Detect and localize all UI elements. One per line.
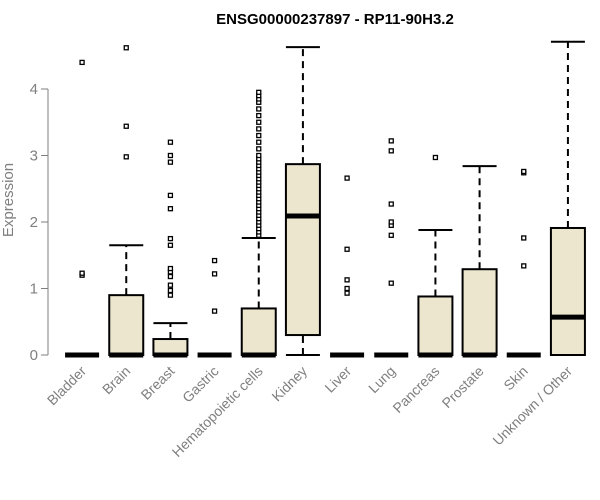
box-group-hematopoietic-cells: [240, 89, 277, 358]
outlier-point: [432, 154, 439, 161]
outlier-point: [256, 132, 262, 139]
outlier-point: [167, 139, 174, 145]
x-tick-label: Brain: [99, 363, 133, 397]
outlier-point: [123, 123, 129, 129]
x-tick-label: Liver: [321, 363, 354, 396]
outlier-point: [167, 242, 174, 248]
outlier-point: [167, 292, 174, 298]
box-group-lung: [374, 138, 409, 358]
outlier-point: [79, 270, 85, 276]
outlier-point: [167, 265, 174, 272]
outlier-point: [388, 201, 394, 207]
outlier-point: [211, 257, 218, 264]
outlier-point: [344, 246, 350, 252]
outlier-point: [167, 192, 174, 199]
outlier-point: [79, 59, 85, 66]
outlier-point: [521, 263, 527, 269]
outlier-point: [521, 168, 527, 175]
box: [284, 163, 321, 337]
outlier-point: [211, 308, 218, 314]
outlier-point: [167, 273, 174, 280]
outlier-point: [344, 277, 350, 283]
x-tick-label: Kidney: [268, 363, 310, 405]
boxes-layer: [65, 40, 586, 358]
x-tick-label: Breast: [138, 363, 178, 403]
y-axis: 0 1 2 3 4: [30, 81, 49, 364]
x-tick-label: Gastric: [179, 363, 222, 406]
outlier-point: [388, 148, 394, 154]
box: [240, 307, 277, 357]
outlier-point: [256, 152, 262, 159]
outlier-point: [167, 282, 174, 288]
outlier-point: [256, 126, 262, 132]
outlier-point: [211, 271, 218, 277]
outlier-point: [521, 235, 527, 241]
outlier-point: [167, 152, 174, 159]
outlier-point: [388, 280, 394, 286]
outlier-point: [344, 285, 350, 292]
y-tick-label: 1: [30, 281, 38, 298]
outlier-point: [388, 232, 394, 238]
outlier-point: [256, 112, 262, 119]
box-group-pancreas: [417, 154, 454, 358]
y-tick-label: 0: [30, 347, 38, 364]
outlier-point: [167, 287, 174, 294]
x-tick-label: Bladder: [44, 363, 90, 409]
outlier-point: [256, 139, 262, 145]
x-tick-label: Skin: [500, 363, 531, 394]
box-group-unknown-other: [549, 40, 586, 356]
box-group-brain: [108, 45, 145, 358]
box-group-breast: [152, 139, 189, 358]
box: [417, 295, 454, 357]
box-group-prostate: [461, 165, 498, 358]
box-group-liver: [330, 175, 365, 358]
box: [461, 268, 498, 356]
box: [108, 294, 145, 356]
outlier-point: [344, 175, 350, 181]
outlier-point: [256, 146, 262, 152]
outlier-point: [344, 290, 350, 296]
outlier-point: [388, 138, 394, 144]
outlier-point: [388, 219, 394, 225]
outlier-point: [167, 235, 174, 242]
chart-title: ENSG00000237897 - RP11-90H3.2: [216, 11, 454, 28]
box-group-kidney: [284, 46, 321, 356]
y-tick-label: 2: [30, 214, 38, 231]
y-tick-label: 4: [30, 81, 38, 98]
y-tick-label: 3: [30, 148, 38, 165]
outlier-point: [123, 45, 129, 51]
x-tick-label: Pancreas: [389, 363, 442, 416]
x-tick-label: Lung: [365, 363, 398, 396]
outlier-point: [256, 119, 262, 125]
box-group-bladder: [65, 59, 100, 358]
y-axis-label: Expression: [0, 163, 17, 237]
outlier-point: [123, 154, 129, 160]
box: [549, 226, 586, 356]
x-tick-label: Unknown / Other: [489, 363, 575, 449]
x-tick-label: Prostate: [439, 363, 487, 411]
outlier-point: [167, 206, 174, 212]
box-group-gastric: [197, 257, 232, 358]
outlier-point: [256, 106, 262, 112]
box-group-skin: [506, 168, 541, 358]
outlier-point: [167, 159, 174, 165]
outlier-point: [256, 89, 262, 95]
